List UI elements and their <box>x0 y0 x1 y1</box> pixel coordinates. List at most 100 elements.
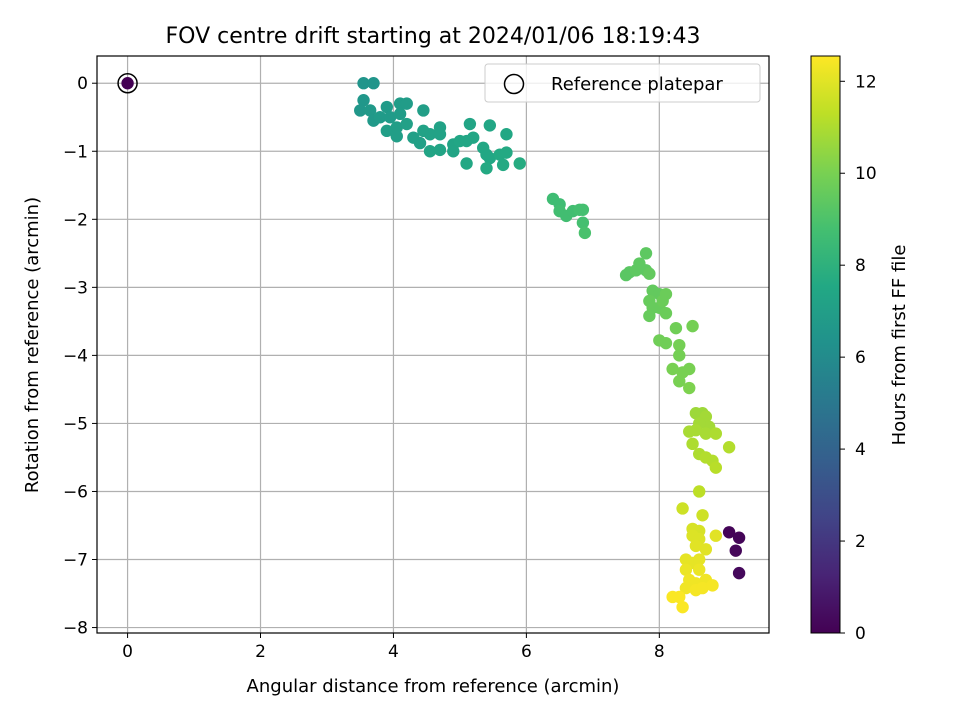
data-point <box>400 97 413 110</box>
data-point <box>393 107 407 121</box>
data-point <box>447 145 460 158</box>
data-point <box>460 157 473 170</box>
x-tick-label: 2 <box>255 642 266 662</box>
data-point <box>423 145 437 158</box>
data-point <box>673 338 686 352</box>
colorbar <box>810 55 841 634</box>
colorbar-tick-label: 0 <box>855 624 866 644</box>
reference-marker <box>117 72 138 94</box>
legend-label: Reference platepar <box>551 74 723 95</box>
data-point <box>686 437 699 451</box>
data-point <box>659 307 673 320</box>
colorbar-label: Hours from first FF file <box>889 245 910 446</box>
data-point <box>463 117 477 131</box>
x-tick-label: 4 <box>388 642 399 662</box>
data-point <box>433 128 447 141</box>
data-point <box>683 425 696 438</box>
colorbar-tick-label: 12 <box>855 72 877 92</box>
data-point <box>729 544 742 557</box>
data-point <box>354 104 367 117</box>
data-point <box>709 461 723 474</box>
legend-reference-marker <box>503 73 525 95</box>
data-point <box>709 529 723 542</box>
data-point <box>699 427 713 440</box>
data-point <box>383 111 397 124</box>
data-point <box>578 226 592 240</box>
data-point <box>676 502 689 515</box>
data-point <box>696 509 709 522</box>
data-point <box>433 143 447 157</box>
x-axis-ticks: 0 2 4 6 8 <box>122 633 665 662</box>
y-tick-label: 0 <box>77 74 88 94</box>
data-point <box>639 247 653 260</box>
data-point <box>696 581 709 595</box>
data-point <box>673 349 686 362</box>
data-point <box>363 104 377 117</box>
data-point <box>693 563 706 576</box>
y-tick-label: −7 <box>63 551 88 571</box>
y-axis-ticks: 0 −1 −2 −3 −4 −5 −6 −7 −8 <box>63 74 97 639</box>
y-tick-label: −6 <box>63 482 88 502</box>
y-tick-label: −4 <box>63 346 88 366</box>
data-point <box>679 563 693 576</box>
data-point <box>666 362 679 376</box>
y-axis-label: Rotation from reference (arcmin) <box>22 197 43 493</box>
y-tick-label: −2 <box>63 210 88 230</box>
colorbar-ticks: 0 2 4 6 8 10 12 <box>840 72 877 644</box>
data-point <box>683 381 696 395</box>
data-point <box>659 287 673 301</box>
data-point <box>669 321 683 335</box>
data-point <box>689 539 703 553</box>
data-point <box>693 553 706 566</box>
y-tick-label: −1 <box>63 142 88 162</box>
data-point <box>380 100 394 114</box>
data-point <box>676 600 689 614</box>
y-tick-label: −3 <box>63 278 88 298</box>
data-point <box>390 121 403 134</box>
data-point <box>496 158 510 172</box>
data-point <box>643 309 656 323</box>
data-point <box>400 117 413 131</box>
data-point <box>373 111 387 124</box>
data-point <box>659 336 673 350</box>
data-point <box>722 441 736 454</box>
data-point <box>576 203 590 216</box>
data-point <box>483 119 497 132</box>
data-point <box>423 128 437 141</box>
data-point <box>673 375 686 388</box>
colorbar-tick-label: 8 <box>855 256 866 276</box>
y-tick-label: −8 <box>63 619 88 639</box>
data-point <box>357 94 370 107</box>
reference-platepar-marker <box>117 72 138 94</box>
data-point <box>686 319 699 333</box>
data-point <box>699 543 713 556</box>
colorbar-tick-label: 4 <box>855 440 866 460</box>
x-tick-label: 6 <box>521 642 532 662</box>
x-axis-label: Angular distance from reference (arcmin) <box>247 676 620 697</box>
colorbar-tick-label: 6 <box>855 348 866 368</box>
x-tick-label: 0 <box>122 642 133 662</box>
data-point <box>500 146 513 159</box>
data-point <box>480 162 493 175</box>
plot-frame <box>96 55 770 634</box>
data-point <box>732 566 746 580</box>
data-point <box>683 362 696 376</box>
data-point <box>709 427 723 440</box>
data-point <box>693 485 706 498</box>
data-point <box>413 136 427 150</box>
data-point <box>679 581 693 595</box>
data-point <box>357 77 370 90</box>
data-point <box>500 128 513 141</box>
data-point <box>722 526 736 539</box>
legend: Reference platepar <box>484 63 761 103</box>
legend-box <box>484 63 761 103</box>
data-point <box>643 267 656 280</box>
data-point <box>467 131 480 144</box>
data-point <box>732 531 746 544</box>
data-point <box>380 124 394 138</box>
data-point <box>513 157 526 170</box>
chart-title: FOV centre drift starting at 2024/01/06 … <box>166 24 701 49</box>
colorbar-tick-label: 2 <box>855 532 866 552</box>
